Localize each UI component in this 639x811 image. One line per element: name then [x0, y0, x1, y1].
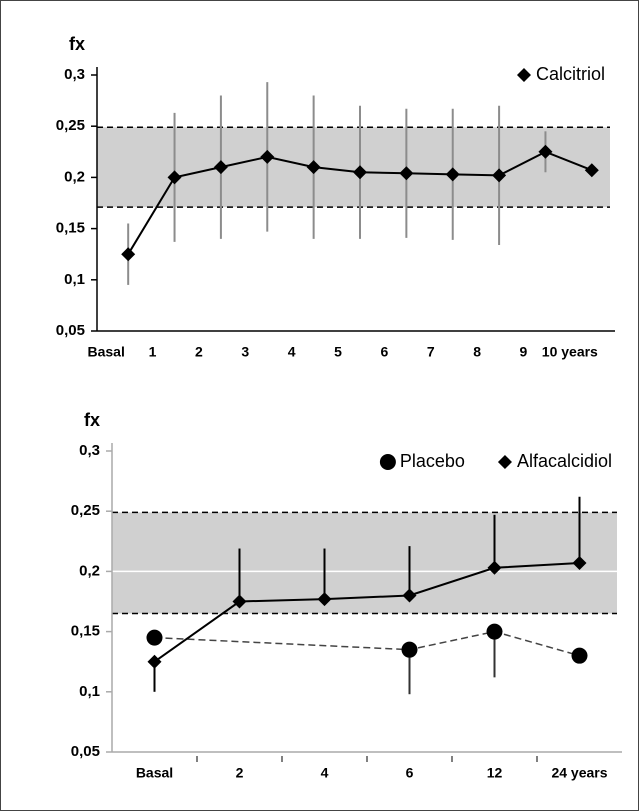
- x-tick-label: Basal: [88, 344, 125, 360]
- data-point: [167, 170, 182, 185]
- data-point: [571, 647, 588, 664]
- data-point: [487, 560, 502, 575]
- y-tick-label: 0,15: [71, 623, 100, 640]
- legend-label: Calcitriol: [536, 64, 605, 84]
- y-tick-label: 0,3: [79, 442, 100, 459]
- y-tick-label: 0,25: [71, 502, 100, 519]
- series-line: [153, 561, 580, 663]
- x-tick-label: Basal: [136, 765, 173, 781]
- series-line: [154, 630, 580, 657]
- x-tick-label: 2: [236, 765, 244, 781]
- data-point: [147, 654, 162, 669]
- data-point: [399, 166, 414, 181]
- data-point: [445, 167, 460, 182]
- data-point: [232, 594, 247, 609]
- x-tick-label: 1: [149, 344, 157, 360]
- legend-marker: [516, 68, 531, 82]
- y-tick-label: 0,2: [64, 168, 85, 185]
- y-tick-label: 0,25: [56, 117, 85, 134]
- x-tick-label: 4: [288, 344, 296, 360]
- x-tick-label: 6: [380, 344, 388, 360]
- x-tick-label: 8: [473, 344, 481, 360]
- x-tick-label: 10 years: [542, 344, 598, 360]
- data-point: [572, 555, 587, 570]
- data-point: [260, 149, 275, 164]
- data-point: [584, 163, 599, 178]
- legend-label: Placebo: [400, 451, 465, 471]
- x-tick-label: 24 years: [551, 765, 607, 781]
- data-point: [402, 588, 417, 603]
- x-tick-label: 12: [487, 765, 503, 781]
- legend-label: Alfacalcidiol: [517, 451, 612, 471]
- x-tick-label: 9: [520, 344, 528, 360]
- y-axis-label: fx: [69, 34, 85, 54]
- data-point: [213, 160, 228, 175]
- y-tick-label: 0,05: [56, 322, 85, 339]
- y-tick-label: 0,1: [79, 683, 100, 700]
- data-point: [486, 623, 503, 640]
- y-tick-label: 0,15: [56, 220, 85, 237]
- x-tick-label: 5: [334, 344, 342, 360]
- y-tick-label: 0,3: [64, 66, 85, 83]
- legend-marker: [497, 455, 512, 469]
- data-point: [538, 144, 553, 159]
- x-tick-label: 6: [406, 765, 414, 781]
- x-tick-label: 2: [195, 344, 203, 360]
- x-tick-label: 4: [321, 765, 329, 781]
- data-point: [121, 247, 136, 262]
- reference-band: [97, 127, 610, 208]
- y-tick-label: 0,2: [79, 562, 100, 579]
- data-point: [317, 592, 332, 607]
- x-tick-label: 3: [241, 344, 249, 360]
- y-axis-label: fx: [84, 410, 100, 430]
- legend-marker: [379, 454, 396, 470]
- y-tick-label: 0,05: [71, 743, 100, 760]
- data-point: [492, 168, 507, 183]
- data-point: [146, 629, 163, 646]
- data-point: [306, 160, 321, 175]
- x-tick-label: 7: [427, 344, 435, 360]
- data-point: [401, 641, 418, 658]
- data-point: [353, 165, 367, 180]
- y-tick-label: 0,1: [64, 271, 85, 288]
